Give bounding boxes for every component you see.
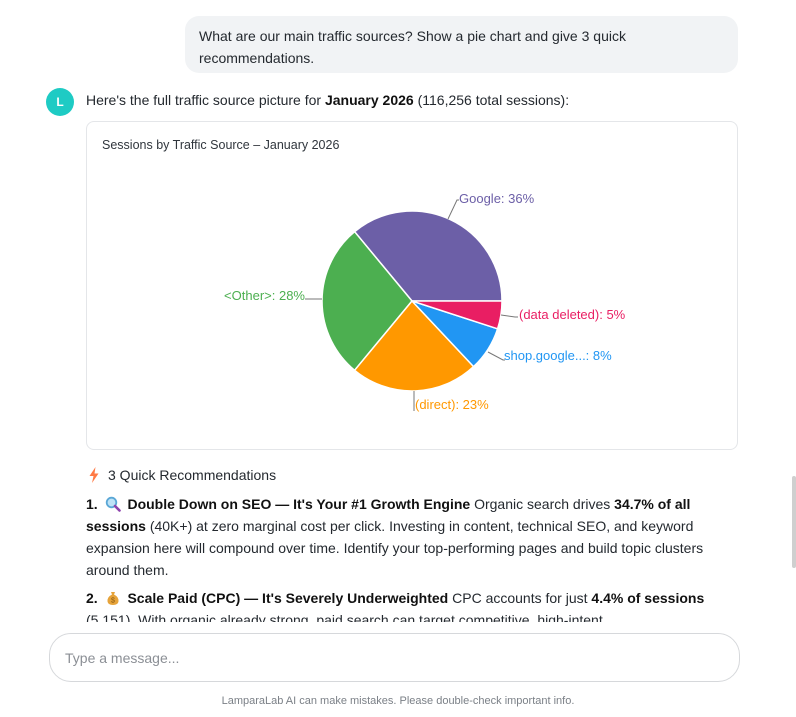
intro-suffix: (116,256 total sessions): bbox=[413, 92, 570, 108]
reco-text: (40K+) at zero marginal cost per click. … bbox=[86, 518, 704, 578]
assistant-intro: Here's the full traffic source picture f… bbox=[86, 90, 569, 110]
recommendation-item-1: 1. Double Down on SEO — It's Your #1 Gro… bbox=[86, 493, 738, 581]
chart-title: Sessions by Traffic Source – January 202… bbox=[102, 138, 340, 152]
reco-highlight: 34.7% of all sessions bbox=[86, 496, 691, 534]
recommendation-item-2: 2. $ Scale Paid (CPC) — It's Severely Un… bbox=[86, 587, 738, 622]
magnifying-glass-icon bbox=[105, 496, 121, 512]
label-direct: (direct): 23% bbox=[415, 397, 489, 412]
leader-line-google bbox=[447, 199, 459, 220]
intro-prefix: Here's the full traffic source picture f… bbox=[86, 92, 325, 108]
money-bag-icon: $ bbox=[107, 592, 119, 605]
recommendations-heading: 3 Quick Recommendations bbox=[88, 467, 276, 483]
slice-direct[interactable] bbox=[353, 299, 475, 392]
reco-title: Scale Paid (CPC) — It's Severely Underwe… bbox=[127, 590, 449, 606]
message-composer[interactable] bbox=[49, 633, 740, 682]
message-input[interactable] bbox=[50, 634, 739, 681]
pie-chart-card: Sessions by Traffic Source – January 202… bbox=[86, 121, 738, 450]
reco-number: 2. bbox=[86, 590, 98, 606]
slice-google[interactable] bbox=[353, 210, 503, 302]
reco-text: CPC accounts for just bbox=[448, 590, 592, 606]
ai-disclaimer: LamparaLab AI can make mistakes. Please … bbox=[221, 695, 575, 707]
label-google: Google: 36% bbox=[459, 191, 535, 206]
pie-chart: Google: 36% <Other>: 28% (direct): 23% s… bbox=[224, 191, 626, 412]
reco-text: (5,151). With organic already strong, pa… bbox=[86, 612, 603, 622]
svg-text:$: $ bbox=[111, 598, 115, 605]
reco-text: Organic search drives bbox=[470, 496, 615, 512]
leader-line-data-deleted bbox=[500, 314, 518, 318]
reco-highlight: 4.4% of sessions bbox=[591, 590, 705, 606]
chat-scroll-area[interactable]: What are our main traffic sources? Show … bbox=[0, 0, 796, 622]
intro-month: January 2026 bbox=[324, 92, 414, 108]
label-shop-google: shop.google...: 8% bbox=[504, 348, 612, 363]
lightning-bolt-icon bbox=[89, 467, 99, 483]
reco-title: Double Down on SEO — It's Your #1 Growth… bbox=[127, 496, 471, 512]
label-data-deleted: (data deleted): 5% bbox=[519, 307, 626, 322]
user-message-text: What are our main traffic sources? Show … bbox=[199, 28, 626, 66]
chat-scrollbar-thumb[interactable] bbox=[792, 476, 796, 568]
avatar-letter: L bbox=[56, 95, 64, 109]
recommendations-heading-text: 3 Quick Recommendations bbox=[108, 467, 277, 483]
reco-number: 1. bbox=[86, 496, 98, 512]
label-other: <Other>: 28% bbox=[224, 288, 305, 303]
assistant-avatar: L bbox=[46, 88, 74, 116]
slice-data-deleted[interactable] bbox=[411, 300, 503, 330]
slice-other[interactable] bbox=[321, 230, 413, 372]
leader-line-shop bbox=[487, 351, 505, 361]
user-message-bubble: What are our main traffic sources? Show … bbox=[185, 16, 738, 73]
